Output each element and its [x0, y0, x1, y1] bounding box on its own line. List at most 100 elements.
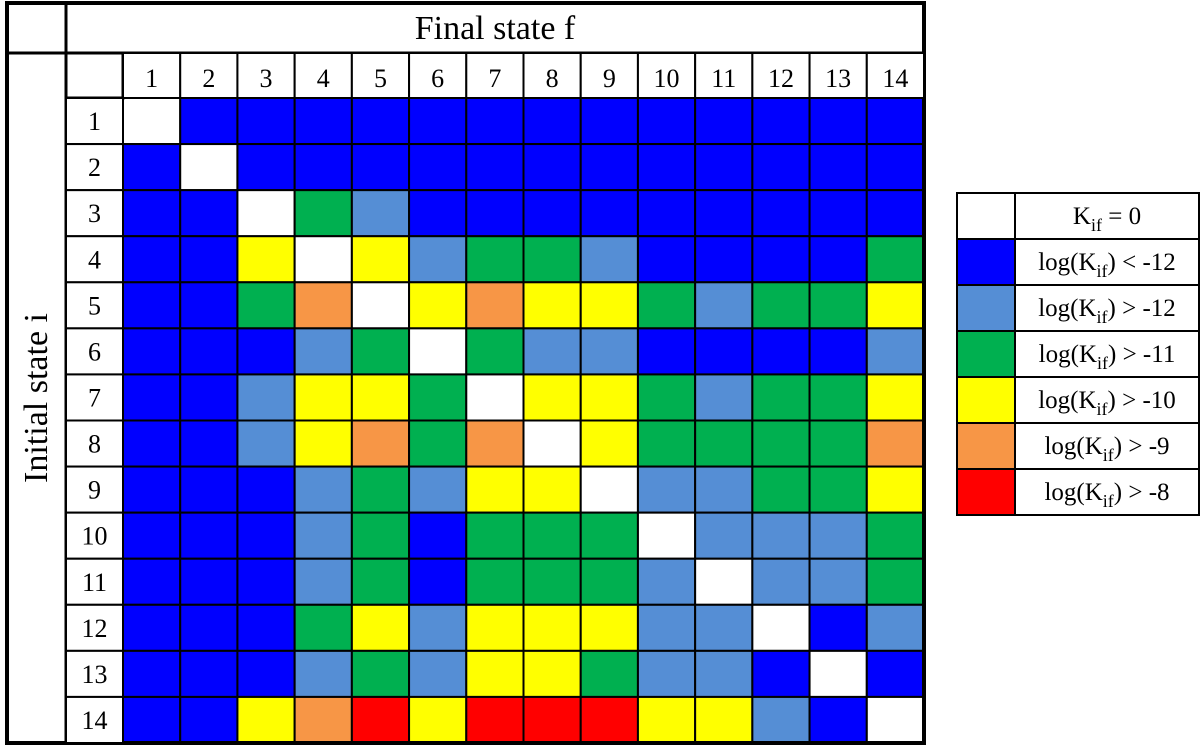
heatmap-cell-11-7 — [465, 557, 525, 606]
y-tick-label: 12 — [82, 614, 108, 643]
heatmap-cell-12-4 — [293, 603, 353, 652]
heatmap-cell-3-6 — [408, 189, 468, 238]
x-tick-label: 11 — [711, 64, 736, 93]
heatmap-cell-14-6 — [408, 695, 468, 745]
y-tick-label: 11 — [82, 568, 107, 597]
heatmap-cell-2-8 — [522, 143, 582, 192]
y-tick-label: 4 — [88, 245, 101, 274]
heatmap-cell-13-4 — [293, 649, 353, 698]
heatmap-cell-10-4 — [293, 511, 353, 560]
heatmap-cell-9-6 — [408, 465, 468, 514]
heatmap-cell-9-2 — [179, 465, 239, 514]
heatmap-cell-4-3 — [236, 235, 296, 284]
heatmap-cell-13-5 — [350, 649, 411, 698]
heatmap-cell-12-7 — [465, 603, 525, 652]
heatmap-cell-5-12 — [751, 281, 811, 330]
heatmap-cell-8-2 — [179, 419, 239, 468]
y-tick-cell — [65, 281, 124, 330]
heatmap-cell-6-2 — [179, 327, 239, 376]
x-tick-cell — [408, 52, 468, 99]
heatmap-cell-10-2 — [179, 511, 239, 560]
legend-label: log(Kif) > -8 — [1044, 479, 1169, 511]
heatmap-cell-11-13 — [808, 557, 868, 606]
x-tick-label: 13 — [825, 64, 851, 93]
heatmap-cell-14-14 — [865, 695, 925, 745]
heatmap-cell-11-2 — [179, 557, 239, 606]
heatmap-cell-5-6 — [408, 281, 468, 330]
heatmap-cell-12-11 — [694, 603, 754, 652]
heatmap-cell-6-1 — [122, 327, 182, 376]
heatmap-cell-3-2 — [179, 189, 239, 238]
heatmap-cell-1-6 — [408, 97, 468, 146]
heatmap-cell-5-7 — [465, 281, 525, 330]
x-tick-cell — [694, 52, 754, 99]
heatmap-cell-8-3 — [236, 419, 296, 468]
heatmap-cell-14-7 — [465, 695, 525, 745]
heatmap-cell-6-6 — [408, 327, 468, 376]
heatmap-cell-9-3 — [236, 465, 296, 514]
y-tick-cell — [65, 97, 124, 146]
heatmap-cell-10-6 — [408, 511, 468, 560]
heatmap-cell-10-9 — [579, 511, 639, 560]
heatmap-cell-5-8 — [522, 281, 582, 330]
heatmap-cell-9-5 — [350, 465, 411, 514]
y-tick-cell — [65, 465, 124, 514]
heatmap-cell-10-13 — [808, 511, 868, 560]
heatmap-cell-2-9 — [579, 143, 639, 192]
heatmap-cell-14-8 — [522, 695, 582, 745]
legend-label: log(Kif) > -12 — [1038, 295, 1176, 327]
heatmap-cell-7-1 — [122, 373, 182, 422]
x-tick-label: 2 — [202, 64, 215, 93]
y-tick-label: 7 — [88, 383, 101, 412]
heatmap-cell-13-12 — [751, 649, 811, 698]
heatmap-cell-6-3 — [236, 327, 296, 376]
x-tick-cell — [865, 52, 925, 99]
heatmap-cell-3-12 — [751, 189, 811, 238]
legend-label-cell — [1014, 284, 1200, 332]
heatmap-cell-14-3 — [236, 695, 296, 745]
outer-border — [5, 1, 926, 745]
heatmap-cell-12-2 — [179, 603, 239, 652]
x-tick-cell — [808, 52, 868, 99]
heatmap-cell-2-14 — [865, 143, 925, 192]
legend-label-cell — [1014, 192, 1200, 240]
legend-swatch — [956, 238, 1016, 286]
heatmap-cell-2-10 — [636, 143, 697, 192]
heatmap-cell-6-7 — [465, 327, 525, 376]
heatmap-cell-11-12 — [751, 557, 811, 606]
heatmap-cell-6-8 — [522, 327, 582, 376]
heatmap-cell-10-1 — [122, 511, 182, 560]
y-tick-label: 2 — [88, 153, 101, 182]
y-tick-cell — [65, 235, 124, 284]
x-tick-label: 14 — [882, 64, 908, 93]
heatmap-cell-1-5 — [350, 97, 411, 146]
x-tick-label: 6 — [431, 64, 444, 93]
legend-label-cell — [1014, 238, 1200, 286]
heatmap-cell-10-7 — [465, 511, 525, 560]
heatmap-cell-9-14 — [865, 465, 925, 514]
heatmap-cell-12-1 — [122, 603, 182, 652]
heatmap-cell-8-6 — [408, 419, 468, 468]
heatmap-cell-6-10 — [636, 327, 697, 376]
heatmap-cell-4-11 — [694, 235, 754, 284]
heatmap-cell-1-12 — [751, 97, 811, 146]
x-tick-label: 4 — [317, 64, 330, 93]
heatmap-cell-6-12 — [751, 327, 811, 376]
y-tick-label: 9 — [88, 476, 101, 505]
heatmap-cell-1-9 — [579, 97, 639, 146]
heatmap-cell-9-10 — [636, 465, 697, 514]
x-tick-label: 5 — [374, 64, 387, 93]
heatmap-cell-7-13 — [808, 373, 868, 422]
corner-cell — [5, 1, 68, 55]
y-tick-cell — [65, 649, 124, 698]
legend-label: log(Kif) > -11 — [1039, 341, 1176, 373]
heatmap-cell-4-9 — [579, 235, 639, 284]
heatmap-cell-7-5 — [350, 373, 411, 422]
heatmap-cell-5-1 — [122, 281, 182, 330]
heatmap-cell-13-14 — [865, 649, 925, 698]
y-tick-cell — [65, 695, 124, 745]
x-axis-title: Final state f — [415, 10, 576, 47]
legend-label-cell — [1014, 376, 1200, 424]
heatmap-cell-9-8 — [522, 465, 582, 514]
